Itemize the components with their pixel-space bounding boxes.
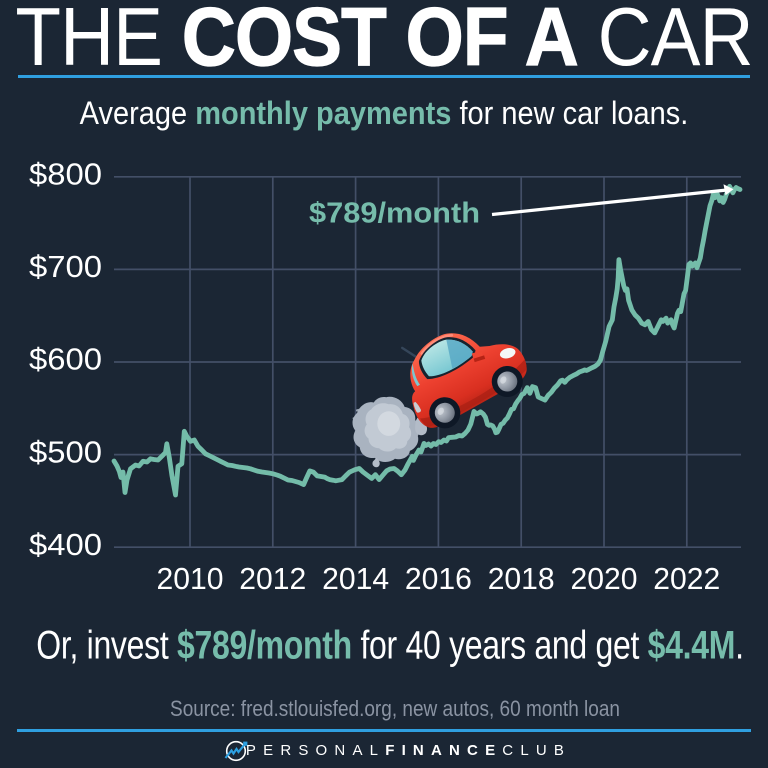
svg-text:2018: 2018 (488, 562, 555, 596)
svg-text:$800: $800 (29, 157, 102, 192)
svg-text:$600: $600 (29, 342, 102, 377)
svg-text:2016: 2016 (405, 562, 472, 596)
svg-text:2010: 2010 (157, 562, 224, 596)
svg-text:2012: 2012 (239, 562, 306, 596)
svg-text:$400: $400 (29, 527, 102, 562)
svg-text:2020: 2020 (571, 562, 638, 596)
svg-text:$789/month: $789/month (309, 198, 480, 230)
svg-text:$700: $700 (29, 249, 102, 284)
svg-text:2014: 2014 (322, 562, 389, 596)
svg-text:2022: 2022 (653, 562, 720, 596)
svg-text:$500: $500 (29, 434, 102, 469)
